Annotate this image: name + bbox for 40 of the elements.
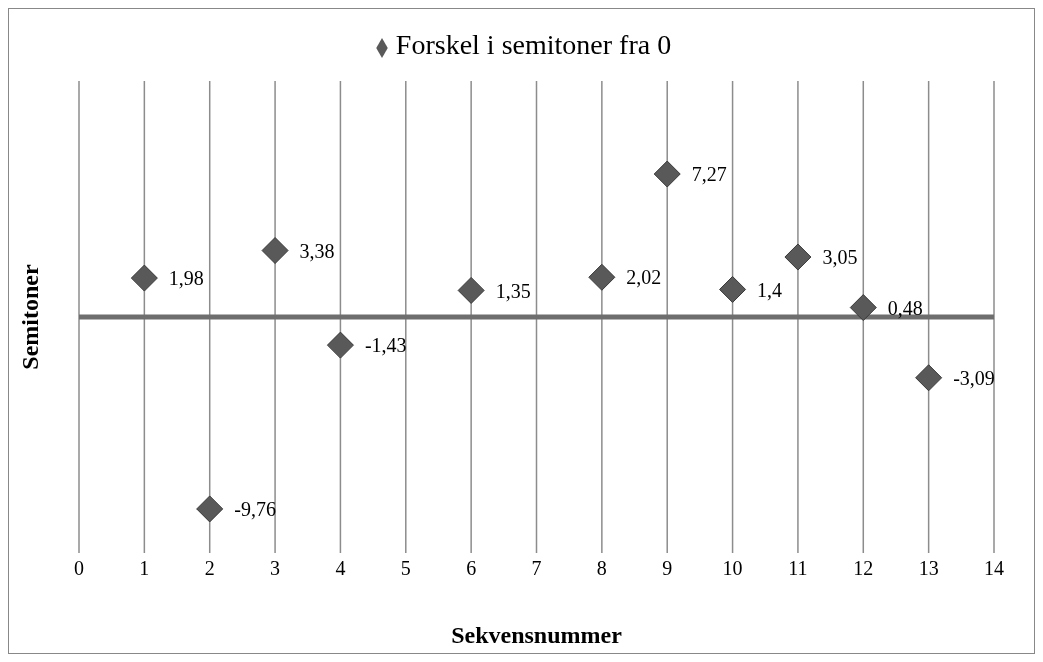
x-tick-label: 8 (596, 557, 607, 580)
data-label: 3,05 (822, 246, 858, 269)
x-tick-label: 9 (662, 557, 673, 580)
point (784, 243, 812, 271)
data-label: -1,43 (364, 334, 407, 357)
point (457, 276, 485, 304)
data-label: 1,4 (757, 278, 783, 301)
point (261, 237, 289, 265)
x-tick-label: 6 (466, 557, 477, 580)
data-label: 7,27 (691, 163, 727, 186)
x-axis-title: Sekvensnummer (451, 622, 623, 648)
x-tick-label: 13 (918, 557, 939, 580)
data-label: -3,09 (953, 366, 995, 389)
x-tick-label: 7 (531, 557, 542, 580)
point (326, 331, 354, 359)
x-tick-label: 12 (853, 557, 874, 580)
data-label: -9,76 (234, 498, 276, 521)
data-label: 2,02 (626, 266, 662, 289)
y-axis-title: Semitoner (16, 264, 43, 370)
x-tick-label: 2 (204, 557, 215, 580)
point (130, 264, 158, 292)
data-label: 1,35 (495, 279, 531, 302)
legend-label: Forskel i semitoner fra 0 (395, 29, 672, 60)
x-tick-label: 4 (335, 557, 346, 580)
x-tick-label: 11 (788, 557, 808, 580)
x-tick-label: 1 (139, 557, 150, 580)
data-label: 1,98 (168, 267, 204, 290)
x-tick-label: 0 (74, 557, 84, 580)
data-label: 0,48 (887, 296, 923, 319)
point (915, 364, 943, 392)
point (588, 263, 616, 291)
x-tick-label: 5 (400, 557, 411, 580)
x-tick-label: 10 (722, 557, 743, 580)
point (196, 495, 224, 523)
point (719, 275, 747, 303)
x-tick-label: 3 (270, 557, 281, 580)
data-label: 3,38 (299, 239, 335, 262)
point (653, 160, 681, 188)
x-tick-label: 14 (984, 557, 1004, 580)
point (849, 294, 877, 322)
